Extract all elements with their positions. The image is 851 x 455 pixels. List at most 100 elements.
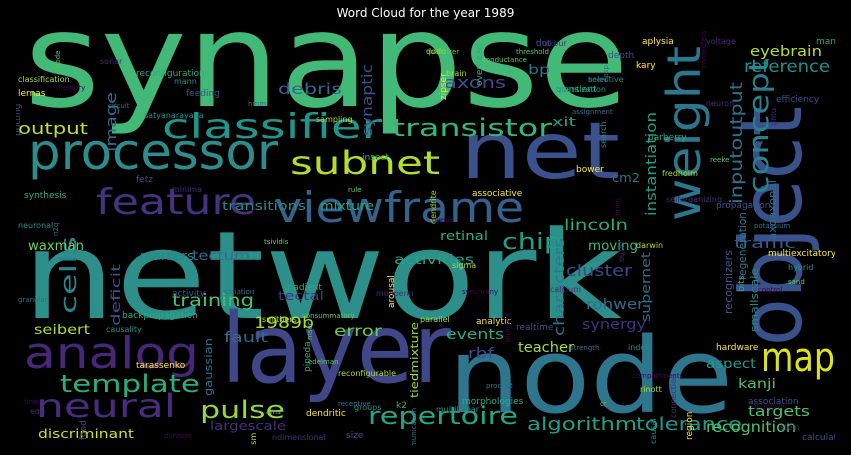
word-deficit: deficit	[109, 264, 123, 326]
word-recognizers: recognizers	[722, 250, 735, 314]
word-retinal: retinal	[440, 229, 488, 243]
small-word: queue	[432, 216, 454, 224]
small-word: satyanarayana	[144, 111, 204, 120]
small-word: neuron	[706, 99, 734, 108]
small-word: synchrony	[462, 288, 498, 296]
small-word: dodo	[426, 47, 446, 56]
small-word: search	[599, 121, 608, 148]
word-xit: xit	[552, 115, 576, 129]
word-activities: activities	[394, 253, 474, 268]
small-word: fredholm	[662, 169, 698, 178]
word-transitions: transitions	[222, 199, 306, 213]
small-word: sampling	[316, 115, 353, 124]
small-word: thakour	[536, 39, 567, 48]
small-word: satiation	[224, 288, 254, 296]
word-concept: concept	[742, 59, 775, 194]
small-word: depth	[608, 51, 634, 61]
word-moving: moving	[588, 239, 638, 254]
small-word: stein	[780, 423, 800, 432]
small-word: zipser	[439, 73, 449, 100]
small-word: reconfiguration	[136, 69, 205, 79]
small-word: dendritic	[306, 409, 346, 419]
small-word: calculators	[802, 433, 835, 443]
word-cloud-canvas: synapse network node object layer net pr…	[16, 26, 835, 445]
word-synaptic: synaptic	[360, 64, 376, 136]
small-word: receptive	[338, 400, 371, 408]
word-node: node	[448, 315, 733, 437]
word-teacher: teacher	[518, 340, 574, 356]
small-word: voltage	[706, 37, 736, 46]
small-word: transient	[556, 85, 597, 95]
word-cloud: synapse network node object layer net pr…	[16, 26, 835, 445]
word-regeneration: regeneration	[736, 212, 749, 280]
small-word: communication	[410, 408, 418, 445]
small-word: chiel	[636, 62, 653, 70]
small-word: putting	[16, 104, 23, 136]
small-word: groups	[354, 403, 381, 412]
small-word: donnett	[164, 432, 192, 440]
small-word: k2	[396, 401, 407, 411]
small-word: arousal	[387, 275, 397, 308]
small-word: size	[346, 431, 364, 441]
small-word: pineda	[303, 341, 313, 372]
word-traffic: traffic	[734, 236, 796, 252]
small-word: memory	[56, 84, 85, 92]
word-image: image	[104, 92, 120, 152]
small-word: selforganizing	[666, 195, 722, 204]
small-word: associative	[472, 189, 523, 199]
small-word: neuronal	[18, 221, 53, 230]
small-word: dendrite	[429, 190, 438, 224]
small-word: eqn	[30, 407, 45, 416]
small-word: cr	[600, 400, 607, 408]
small-word: firing	[614, 198, 622, 216]
small-word: tarassenko	[136, 361, 186, 371]
small-word: granular	[18, 296, 48, 304]
small-word: classification	[18, 75, 70, 84]
word-output: output	[18, 119, 88, 138]
small-word: epsp	[602, 65, 610, 82]
word-1989b: 1989b	[254, 313, 314, 332]
small-word: bower	[576, 165, 604, 175]
small-word: product	[486, 382, 513, 390]
small-word: kary	[636, 61, 656, 71]
small-word: efficiency	[776, 95, 820, 105]
word-aspect: aspect	[706, 357, 756, 372]
small-word: stimulation	[223, 263, 232, 308]
word-instantiation: instantiation	[644, 112, 660, 216]
word-discriminant: discriminant	[38, 427, 134, 441]
small-word: morphologies	[462, 397, 524, 407]
small-word: strength	[570, 344, 599, 352]
word-rohwer: rohwer	[586, 297, 644, 313]
small-words-layer: capacitor voltage dot epspselectivetransien…	[16, 30, 835, 445]
word-waxman: waxman	[28, 239, 84, 254]
small-word: parallel	[420, 315, 450, 324]
small-word: multiexcitatory	[768, 249, 835, 259]
small-word: tsividis	[264, 238, 289, 246]
small-word: node	[54, 51, 62, 68]
small-word: rinott	[640, 385, 662, 394]
small-word: parberry	[648, 133, 687, 143]
small-word: sand	[788, 278, 805, 286]
word-gaussian: gaussian	[202, 338, 215, 396]
chart-title: Word Cloud for the year 1989	[336, 6, 515, 20]
word-object: object	[722, 106, 822, 346]
word-tolerance: tolerance	[636, 414, 742, 435]
word-bp: bp	[528, 63, 550, 78]
small-word: sonar	[100, 57, 123, 66]
small-word: computers	[700, 30, 708, 68]
word-weight: weight	[657, 46, 711, 221]
small-word: lernas	[18, 89, 46, 99]
small-word: multilinear	[436, 405, 480, 414]
word-inputoutput: inputoutput	[727, 82, 747, 204]
small-word: ams	[266, 408, 281, 416]
small-word: compartments	[632, 372, 684, 380]
word-seibert: seibert	[34, 323, 90, 338]
word-analog: analog	[24, 328, 199, 379]
small-word: rsm	[249, 433, 258, 445]
word-cells: cells	[57, 236, 82, 314]
word-cluster: cluster	[566, 261, 633, 280]
word-fault: fault	[224, 330, 269, 346]
small-word: capacitor	[642, 38, 675, 46]
word-network: network	[22, 205, 622, 347]
word-eyebrain: eyebrain	[750, 44, 822, 60]
